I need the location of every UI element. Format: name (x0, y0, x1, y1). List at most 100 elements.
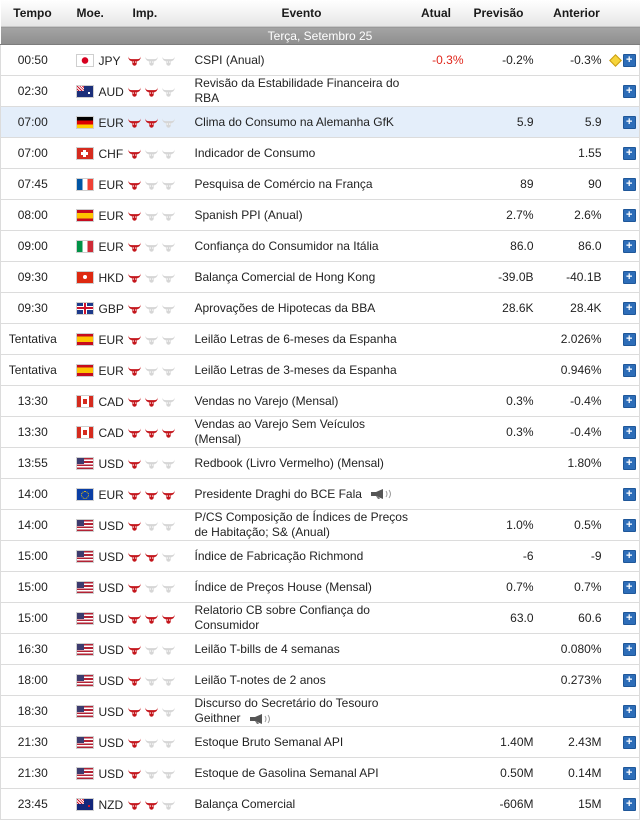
event-title[interactable]: Revisão da Estabilidade Financeira do RB… (194, 75, 409, 107)
event-title[interactable]: Pesquisa de Comércio na França (194, 168, 409, 200)
event-forecast: 0.3% (463, 416, 534, 448)
plus-icon[interactable]: + (622, 147, 636, 161)
previous-value: -0.3% (570, 53, 602, 67)
header-event[interactable]: Evento (194, 0, 409, 27)
event-title[interactable]: Vendas no Varejo (Mensal) (194, 385, 409, 417)
plus-icon[interactable]: + (622, 705, 636, 719)
event-title[interactable]: Índice de Fabricação Richmond (194, 540, 409, 572)
event-title[interactable]: Leilão Letras de 3-meses da Espanha (194, 354, 409, 386)
plus-icon[interactable]: + (622, 178, 636, 192)
event-title[interactable]: Balança Comercial de Hong Kong (194, 261, 409, 293)
details-cell: + (619, 695, 640, 727)
event-title[interactable]: Leilão T-bills de 4 semanas (194, 633, 409, 665)
event-row[interactable]: 16:30 USD Leilão T-bills de 4 semanas 0.080… (0, 633, 640, 665)
plus-icon[interactable]: + (622, 643, 636, 657)
bull-icon (161, 242, 175, 252)
plus-icon[interactable]: + (622, 674, 636, 688)
event-forecast (463, 664, 534, 696)
header-previous[interactable]: Anterior (533, 0, 620, 27)
event-row[interactable]: 07:45 EUR Pesquisa de Comércio na França 89… (0, 168, 640, 200)
event-row[interactable]: 08:00 EUR Spanish PPI (Anual) 2.7% 2.6% + (0, 199, 640, 231)
event-title[interactable]: Spanish PPI (Anual) (194, 199, 409, 231)
event-row[interactable]: 21:30 USD Estoque de Gasolina Semanal API 0… (0, 757, 640, 789)
bull-icon (144, 335, 158, 345)
event-title[interactable]: Aprovações de Hipotecas da BBA (194, 292, 409, 324)
event-title[interactable]: Discurso do Secretário do Tesouro Geithn… (194, 695, 409, 727)
plus-icon[interactable]: + (622, 612, 636, 626)
plus-icon[interactable]: + (622, 240, 636, 254)
plus-icon[interactable]: + (622, 767, 636, 781)
event-title[interactable]: Vendas ao Varejo Sem Veículos (Mensal) (194, 416, 409, 448)
plus-icon[interactable]: + (622, 85, 636, 99)
event-row[interactable]: Tentativa EUR Leilão Letras de 3-meses da … (0, 354, 640, 386)
plus-icon[interactable]: + (622, 519, 636, 533)
plus-icon[interactable]: + (622, 364, 636, 378)
bull-icon (161, 118, 175, 128)
event-title[interactable]: Clima do Consumo na Alemanha GfK (194, 106, 409, 138)
event-row[interactable]: 07:00 EUR Clima do Consumo na Alemanha GfK… (0, 106, 640, 138)
event-row[interactable]: 14:00 USD P/CS Composição de Índices de Pr… (0, 509, 640, 541)
event-row[interactable]: 23:45 NZD Balança Comercial -606M 15M + (0, 788, 640, 820)
bull-icon (127, 800, 141, 810)
revised-diamond-icon[interactable] (608, 54, 622, 67)
event-row[interactable]: Tentativa EUR Leilão Letras de 6-meses da … (0, 323, 640, 355)
event-row[interactable]: 21:30 USD Estoque Bruto Semanal API 1.40M 2.… (0, 726, 640, 758)
header-actual[interactable]: Atual (408, 0, 464, 27)
event-title[interactable]: Estoque Bruto Semanal API (194, 726, 409, 758)
event-title[interactable]: Balança Comercial (194, 788, 409, 820)
event-title[interactable]: Presidente Draghi do BCE Fala (194, 478, 409, 510)
plus-icon[interactable]: + (622, 736, 636, 750)
event-row[interactable]: 18:00 USD Leilão T-notes de 2 anos 0.273% + (0, 664, 640, 696)
event-row[interactable]: 07:00 CHF Indicador de Consumo 1.55 + (0, 137, 640, 169)
event-title[interactable]: CSPI (Anual) (194, 44, 409, 76)
event-row[interactable]: 13:30 CAD Vendas no Varejo (Mensal) 0.3% -0.… (0, 385, 640, 417)
event-row[interactable]: 09:00 EUR Confiança do Consumidor na Itáli… (0, 230, 640, 262)
event-row[interactable]: 18:30 USD Discurso do Secretário do Tesour… (0, 695, 640, 727)
event-row[interactable]: 02:30 AUD Revisão da Estabilidade Financei… (0, 75, 640, 107)
event-row[interactable]: 13:30 CAD Vendas ao Varejo Sem Veículos (M… (0, 416, 640, 448)
header-currency[interactable]: Moe. (64, 0, 127, 27)
event-title[interactable]: Leilão T-notes de 2 anos (194, 664, 409, 696)
event-title[interactable]: Índice de Preços House (Mensal) (194, 571, 409, 603)
event-row[interactable]: 15:00 USD Relatorio CB sobre Confiança do … (0, 602, 640, 634)
event-title-text: P/CS Composição de Índices de Preços de … (194, 510, 408, 539)
plus-icon[interactable]: + (622, 426, 636, 440)
bull-icon (144, 800, 158, 810)
plus-icon[interactable]: + (622, 54, 636, 68)
plus-icon[interactable]: + (622, 302, 636, 316)
flag-fr-icon (76, 178, 93, 190)
plus-icon[interactable]: + (622, 581, 636, 595)
event-row[interactable]: 15:00 USD Índice de Fabricação Richmond -6 -… (0, 540, 640, 572)
flag-es-icon (76, 333, 93, 345)
event-row[interactable]: 14:00 EUR Presidente Draghi do BCE Fala + (0, 478, 640, 510)
event-row[interactable]: 13:55 USD Redbook (Livro Vermelho) (Mensal… (0, 447, 640, 479)
plus-icon[interactable]: + (622, 550, 636, 564)
event-title-text: Relatorio CB sobre Confiança do Consumid… (194, 603, 370, 632)
header-importance[interactable]: Imp. (126, 0, 195, 27)
event-title[interactable]: Confiança do Consumidor na Itália (194, 230, 409, 262)
event-previous: -9 (533, 540, 620, 572)
event-title[interactable]: Leilão Letras de 6-meses da Espanha (194, 323, 409, 355)
event-title[interactable]: P/CS Composição de Índices de Preços de … (194, 509, 409, 541)
event-title[interactable]: Redbook (Livro Vermelho) (Mensal) (194, 447, 409, 479)
event-row[interactable]: 00:50 JPY CSPI (Anual) -0.3% -0.2% -0.3% + (0, 44, 640, 76)
plus-icon[interactable]: + (622, 798, 636, 812)
header-forecast[interactable]: Previsão (463, 0, 534, 27)
plus-icon[interactable]: + (622, 488, 636, 502)
header-time[interactable]: Tempo (0, 0, 65, 27)
event-row[interactable]: 09:30 GBP Aprovações de Hipotecas da BBA 28… (0, 292, 640, 324)
currency-code: GBP (98, 301, 124, 316)
previous-value: 15M (578, 797, 602, 811)
plus-icon[interactable]: + (622, 116, 636, 130)
plus-icon[interactable]: + (622, 395, 636, 409)
plus-icon[interactable]: + (622, 209, 636, 223)
plus-icon[interactable]: + (622, 333, 636, 347)
event-title[interactable]: Indicador de Consumo (194, 137, 409, 169)
event-title[interactable]: Estoque de Gasolina Semanal API (194, 757, 409, 789)
event-title-text: Vendas ao Varejo Sem Veículos (Mensal) (194, 417, 366, 446)
event-row[interactable]: 09:30 HKD Balança Comercial de Hong Kong -3… (0, 261, 640, 293)
plus-icon[interactable]: + (622, 271, 636, 285)
plus-icon[interactable]: + (622, 457, 636, 471)
event-title[interactable]: Relatorio CB sobre Confiança do Consumid… (194, 602, 409, 634)
event-row[interactable]: 15:00 USD Índice de Preços House (Mensal) 0… (0, 571, 640, 603)
